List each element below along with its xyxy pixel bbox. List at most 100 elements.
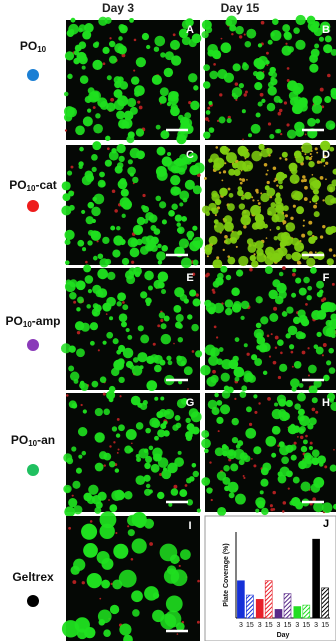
cell-live (263, 223, 269, 229)
cell-live (289, 173, 300, 185)
cell-live (174, 415, 181, 421)
cell-dead (272, 360, 277, 365)
cell-dead (269, 229, 272, 231)
cell-live (69, 29, 75, 34)
cell-dead (72, 580, 77, 584)
cell-dead (116, 451, 119, 454)
cell-live (231, 417, 239, 426)
cell-live (293, 27, 300, 34)
cell-dead (267, 396, 271, 401)
cell-live (118, 36, 123, 41)
cell-live (164, 610, 182, 628)
cell-live (127, 529, 135, 537)
cell-live (99, 101, 109, 110)
cell-live (201, 31, 209, 39)
cell-live (278, 184, 284, 190)
cell-live (311, 196, 318, 203)
cell-live (260, 478, 269, 487)
cell-live (164, 51, 174, 61)
cell-live (294, 403, 301, 410)
cell-dead (108, 499, 110, 501)
cell-live (265, 435, 277, 447)
cell-live (156, 146, 166, 156)
cell-dead (270, 333, 273, 336)
cell-live (235, 25, 244, 35)
cell-live (277, 339, 284, 347)
cell-dead (184, 484, 188, 487)
cell-live (254, 358, 263, 366)
cell-live (179, 489, 188, 498)
cell-live (281, 311, 288, 317)
cell-live (281, 151, 288, 158)
cell-live (297, 408, 305, 416)
cell-live (112, 579, 123, 590)
cell-live (181, 397, 188, 405)
row-label: PO10-cat (9, 178, 57, 193)
cell-live (203, 131, 211, 139)
cell-live (132, 609, 140, 617)
cell-live (231, 287, 240, 296)
cell-dead (130, 557, 134, 561)
cell-live (242, 166, 249, 172)
cell-live (89, 322, 99, 331)
cell-live (285, 253, 292, 260)
cell-live (127, 166, 136, 176)
cell-live (224, 238, 232, 245)
cell-live (292, 425, 301, 433)
cell-live (147, 285, 153, 291)
cell-live (113, 359, 124, 370)
cell-dead (304, 133, 307, 136)
cell-live (291, 237, 300, 246)
cell-live (305, 155, 310, 160)
cell-live (99, 511, 117, 529)
cell-live (324, 194, 336, 206)
bar (321, 587, 329, 619)
cell-live (117, 179, 128, 190)
cell-live (89, 340, 95, 346)
cell-dead (327, 73, 331, 78)
cell-live (118, 344, 126, 353)
cell-dead (89, 520, 93, 523)
cell-dead (331, 282, 335, 286)
cell-live (275, 171, 286, 182)
cell-dead (149, 542, 153, 546)
cell-dead (102, 392, 106, 396)
cell-dead (325, 161, 329, 165)
cell-dead (286, 123, 290, 127)
cell-dead (308, 220, 313, 225)
cell-dead (290, 350, 294, 354)
cell-live (116, 301, 122, 307)
cell-live (119, 81, 129, 90)
cell-dead (310, 155, 313, 158)
cell-dead (244, 90, 248, 94)
cell-live (320, 158, 326, 163)
cell-live (227, 256, 236, 265)
cell-dead (116, 418, 120, 421)
cell-dead (299, 262, 302, 265)
cell-live (97, 253, 104, 260)
cell-dead (209, 461, 212, 464)
cell-live (191, 462, 197, 468)
cell-dead (277, 111, 282, 116)
cell-live (109, 604, 120, 615)
cell-live (243, 370, 253, 380)
cell-live (172, 186, 182, 196)
cell-dead (207, 119, 210, 122)
cell-live (246, 406, 252, 413)
cell-live (132, 224, 144, 236)
cell-dead (113, 441, 116, 444)
cell-live (134, 271, 141, 278)
cell-live (129, 172, 134, 177)
cell-live (293, 96, 303, 105)
cell-live (160, 396, 165, 401)
cell-live (254, 213, 265, 223)
cell-dead (293, 441, 297, 445)
cell-live (134, 85, 145, 96)
cell-live (115, 433, 121, 438)
cell-live (91, 166, 97, 172)
cell-live (264, 185, 270, 191)
cell-live (113, 543, 129, 559)
cell-dead (133, 69, 136, 72)
cell-dead (191, 272, 196, 276)
cell-live (155, 195, 162, 202)
